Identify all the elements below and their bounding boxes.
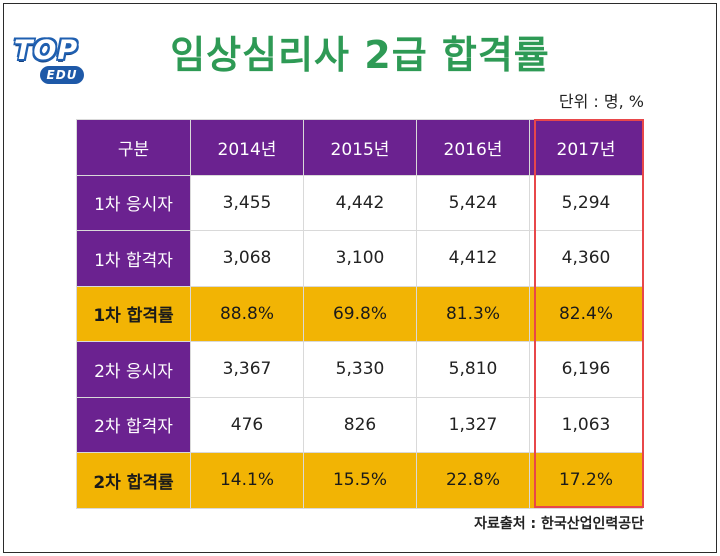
table-cell: 5,810 bbox=[416, 341, 530, 398]
table-row: 2차 응시자 3,367 5,330 5,810 6,196 bbox=[76, 341, 643, 398]
column-header: 2015년 bbox=[303, 119, 417, 176]
unit-label: 단위 : 명, % bbox=[558, 92, 644, 111]
table-cell: 81.3% bbox=[416, 285, 530, 342]
table-cell: 5,294 bbox=[529, 174, 643, 231]
table-cell: 5,330 bbox=[303, 341, 417, 398]
table-cell: 88.8% bbox=[190, 285, 304, 342]
table-row: 1차 응시자 3,455 4,442 5,424 5,294 bbox=[76, 174, 643, 231]
table-cell: 15.5% bbox=[303, 452, 417, 509]
table-cell: 3,367 bbox=[190, 341, 304, 398]
column-header: 구분 bbox=[76, 119, 191, 176]
column-header: 2016년 bbox=[416, 119, 530, 176]
row-label: 2차 응시자 bbox=[76, 341, 191, 398]
table-cell: 3,455 bbox=[190, 174, 304, 231]
row-label: 1차 응시자 bbox=[76, 174, 191, 231]
table-row: 1차 합격률 88.8% 69.8% 81.3% 82.4% bbox=[76, 285, 643, 342]
table-cell: 82.4% bbox=[529, 285, 643, 342]
table-cell: 1,063 bbox=[529, 396, 643, 453]
row-label: 1차 합격자 bbox=[76, 230, 191, 287]
table-cell: 476 bbox=[190, 396, 304, 453]
table-cell: 3,068 bbox=[190, 230, 304, 287]
table-row: 2차 합격률 14.1% 15.5% 22.8% 17.2% bbox=[76, 452, 643, 509]
row-label: 1차 합격률 bbox=[76, 285, 191, 342]
table-cell: 17.2% bbox=[529, 452, 643, 509]
table-header-row: 구분 2014년 2015년 2016년 2017년 bbox=[76, 119, 643, 176]
pass-rate-table: 구분 2014년 2015년 2016년 2017년 1차 응시자 3,455 … bbox=[76, 119, 643, 509]
column-header: 2014년 bbox=[190, 119, 304, 176]
source-note: 자료출처 : 한국산업인력공단 bbox=[474, 516, 644, 532]
table-row: 2차 합격자 476 826 1,327 1,063 bbox=[76, 396, 643, 453]
table-cell: 6,196 bbox=[529, 341, 643, 398]
table-cell: 69.8% bbox=[303, 285, 417, 342]
column-header: 2017년 bbox=[529, 119, 643, 176]
chart-title: 임상심리사 2급 합격률 bbox=[170, 33, 550, 77]
table-cell: 4,442 bbox=[303, 174, 417, 231]
table-cell: 4,412 bbox=[416, 230, 530, 287]
table-cell: 22.8% bbox=[416, 452, 530, 509]
table-cell: 3,100 bbox=[303, 230, 417, 287]
topedu-logo: TOP EDU bbox=[14, 36, 106, 92]
row-label: 2차 합격률 bbox=[76, 452, 191, 509]
logo-edu-text: EDU bbox=[40, 66, 84, 84]
table-cell: 5,424 bbox=[416, 174, 530, 231]
table-cell: 1,327 bbox=[416, 396, 530, 453]
row-label: 2차 합격자 bbox=[76, 396, 191, 453]
table-cell: 4,360 bbox=[529, 230, 643, 287]
logo-top-text: TOP bbox=[14, 35, 79, 66]
table-row: 1차 합격자 3,068 3,100 4,412 4,360 bbox=[76, 230, 643, 287]
table-cell: 826 bbox=[303, 396, 417, 453]
table-cell: 14.1% bbox=[190, 452, 304, 509]
